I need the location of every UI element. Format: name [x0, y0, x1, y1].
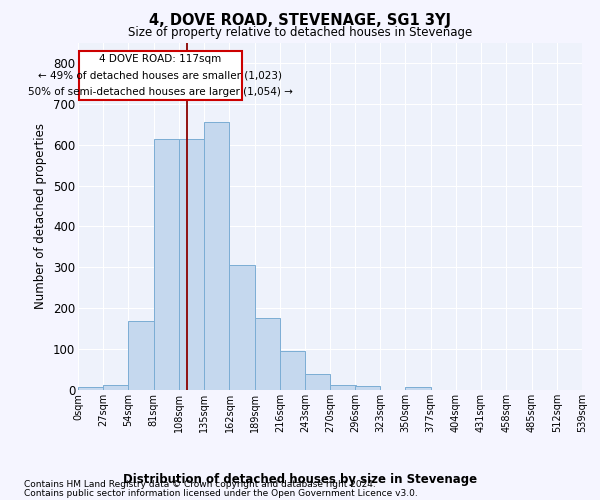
- Bar: [405, 387, 431, 390]
- Bar: [179, 138, 204, 390]
- Bar: [154, 138, 179, 390]
- Bar: [204, 122, 229, 390]
- Bar: [331, 384, 356, 390]
- Bar: [128, 320, 154, 390]
- Bar: [355, 386, 380, 390]
- Bar: [78, 386, 103, 390]
- Text: 50% of semi-detached houses are larger (1,054) →: 50% of semi-detached houses are larger (…: [28, 86, 293, 97]
- Bar: [229, 266, 255, 390]
- Bar: [305, 374, 331, 390]
- Text: Distribution of detached houses by size in Stevenage: Distribution of detached houses by size …: [123, 472, 477, 486]
- Text: 4 DOVE ROAD: 117sqm: 4 DOVE ROAD: 117sqm: [99, 54, 221, 64]
- Y-axis label: Number of detached properties: Number of detached properties: [34, 123, 47, 309]
- Bar: [280, 351, 305, 390]
- Text: 4, DOVE ROAD, STEVENAGE, SG1 3YJ: 4, DOVE ROAD, STEVENAGE, SG1 3YJ: [149, 12, 451, 28]
- FancyBboxPatch shape: [79, 50, 242, 100]
- Text: Contains HM Land Registry data © Crown copyright and database right 2024.: Contains HM Land Registry data © Crown c…: [24, 480, 376, 489]
- Text: Contains public sector information licensed under the Open Government Licence v3: Contains public sector information licen…: [24, 488, 418, 498]
- Text: ← 49% of detached houses are smaller (1,023): ← 49% of detached houses are smaller (1,…: [38, 70, 282, 80]
- Bar: [103, 384, 128, 390]
- Bar: [255, 318, 280, 390]
- Text: Size of property relative to detached houses in Stevenage: Size of property relative to detached ho…: [128, 26, 472, 39]
